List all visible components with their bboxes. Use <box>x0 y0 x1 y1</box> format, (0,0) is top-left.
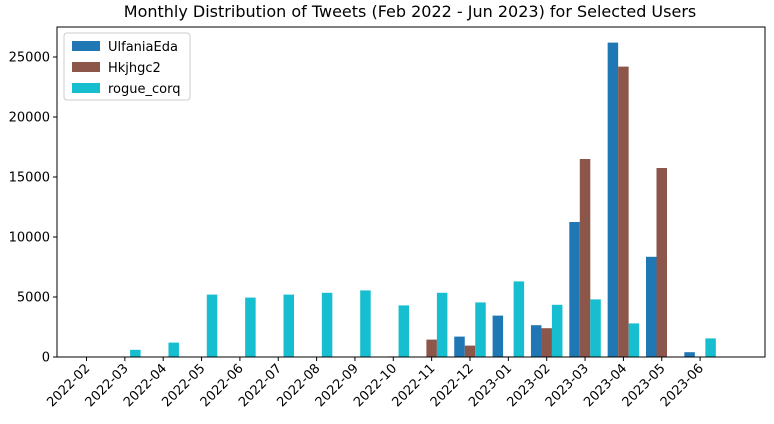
plot-area <box>56 26 766 358</box>
bar-ulfaniaeda-2023-02 <box>530 325 542 357</box>
bar-rogue-corq-2023-02 <box>551 304 563 357</box>
bar-ulfaniaeda-2023-05 <box>646 256 657 357</box>
bar-hkjhgc2-2022-11 <box>426 339 437 357</box>
bar-rogue-corq-2022-11 <box>436 292 448 357</box>
y-tick-label: 20000 <box>9 111 50 126</box>
chart-title: Monthly Distribution of Tweets (Feb 2022… <box>124 2 696 21</box>
bar-ulfaniaeda-2023-03 <box>569 222 580 357</box>
y-tick-label: 10000 <box>9 231 50 246</box>
bar-hkjhgc2-2023-05 <box>656 168 667 357</box>
bar-rogue-corq-2023-04 <box>628 323 640 357</box>
bar-rogue-corq-2022-10 <box>398 305 410 357</box>
legend-swatch <box>72 62 100 72</box>
legend: UlfaniaEda Hkjhgc2 rogue_corq <box>63 32 191 101</box>
bar-ulfaniaeda-2022-12 <box>454 336 465 357</box>
bar-rogue-corq-2022-07 <box>283 294 294 357</box>
bar-rogue-corq-2022-09 <box>360 290 371 357</box>
legend-swatch <box>72 83 100 93</box>
bar-ulfaniaeda-2023-04 <box>607 42 619 357</box>
bar-rogue-corq-2023-03 <box>590 299 601 357</box>
bar-rogue-corq-2023-06 <box>705 338 716 357</box>
bar-rogue-corq-2022-03 <box>130 349 141 357</box>
y-tick-label: 5000 <box>17 291 50 306</box>
bar-rogue-corq-2022-12 <box>475 302 486 357</box>
bar-hkjhgc2-2023-03 <box>579 159 591 357</box>
bar-hkjhgc2-2022-12 <box>464 345 476 357</box>
legend-label: UlfaniaEda <box>108 40 178 55</box>
bar-hkjhgc2-2023-02 <box>541 328 552 357</box>
y-tick-label: 0 <box>42 351 50 366</box>
bar-rogue-corq-2022-08 <box>321 292 333 357</box>
y-axis: 0 5000 10000 15000 20000 25000 <box>9 51 57 366</box>
y-tick-label: 25000 <box>9 51 50 66</box>
y-tick-label: 15000 <box>9 171 50 186</box>
bar-rogue-corq-2023-01 <box>513 281 525 357</box>
legend-swatch <box>72 41 100 51</box>
legend-label: rogue_corq <box>108 82 180 97</box>
plot-frame <box>56 26 766 358</box>
bar-rogue-corq-2022-05 <box>206 294 218 357</box>
bar-ulfaniaeda-2023-06 <box>684 352 695 357</box>
bar-rogue-corq-2022-06 <box>245 297 256 357</box>
bar-rogue-corq-2022-04 <box>168 342 179 357</box>
x-axis: 2022-022022-032022-042022-052022-062022-… <box>44 357 707 410</box>
bar-ulfaniaeda-2023-01 <box>492 315 504 357</box>
legend-label: Hkjhgc2 <box>108 61 161 76</box>
bar-hkjhgc2-2023-04 <box>618 66 629 357</box>
